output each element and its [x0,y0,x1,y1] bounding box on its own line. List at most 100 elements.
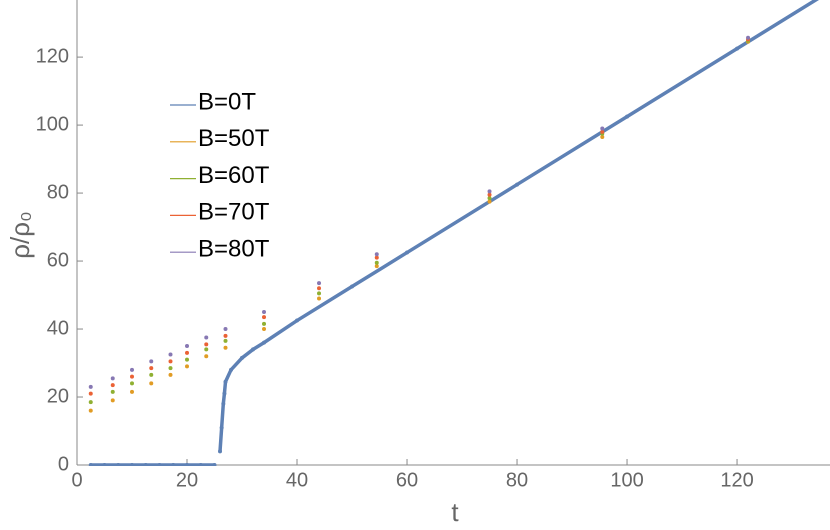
data-point [487,199,492,204]
data-point [295,318,300,323]
data-point [223,327,228,332]
legend-label: B=50T [198,125,270,152]
data-point [515,182,520,187]
data-point [185,357,190,362]
data-point [223,345,228,350]
x-tick-label: 60 [396,469,418,491]
x-tick-label: 100 [610,469,643,491]
data-point [240,355,245,360]
data-point [600,126,605,131]
data-point [600,134,605,139]
series-line [90,0,820,466]
data-point [317,296,322,301]
data-point [149,381,154,386]
y-tick-label: 20 [47,385,69,407]
data-point [204,335,209,340]
data-point [116,463,121,466]
x-tick-label: 0 [71,469,82,491]
data-point [143,463,148,466]
legend-label: B=60T [198,162,270,189]
data-point [130,367,135,372]
data-point [88,384,93,389]
data-point [110,389,115,394]
data-point [110,398,115,403]
data-point [374,252,379,257]
data-point [168,372,173,377]
data-point [262,315,267,320]
data-point [204,342,209,347]
data-point [168,359,173,364]
data-point [251,347,256,352]
data-point [735,46,740,51]
data-point [149,359,154,364]
x-tick-label: 120 [720,469,753,491]
data-point [204,347,209,352]
data-point [204,354,209,359]
data-point [130,463,135,466]
data-point [219,425,224,430]
data-point [262,340,267,345]
data-point [625,114,630,119]
data-point [222,391,227,396]
data-point [212,463,217,466]
x-tick-label: 80 [506,469,528,491]
x-axis-label: t [451,497,459,527]
data-point [262,310,267,315]
data-point [168,366,173,371]
plot-area [88,0,820,466]
y-tick-label: 120 [36,45,69,67]
data-point [171,463,176,466]
data-point [746,35,751,40]
data-point [223,379,228,384]
data-point [198,463,203,466]
data-point [110,383,115,388]
x-tick-label: 40 [286,469,308,491]
data-point [317,281,322,286]
data-point [229,367,234,372]
legend-label: B=0T [198,88,256,115]
data-point [223,333,228,338]
y-axis-label: ρ/ρ₀ [5,211,35,259]
data-point [185,344,190,349]
data-point [185,350,190,355]
data-point [374,255,379,260]
data-point [317,291,322,296]
data-point [317,286,322,291]
data-point [487,189,492,194]
data-point [157,463,162,466]
data-point [487,196,492,201]
data-point [374,260,379,265]
x-tick-label: 20 [176,469,198,491]
data-point [88,463,93,466]
y-tick-label: 0 [58,453,69,475]
data-point [185,364,190,369]
data-point [149,372,154,377]
data-point [88,391,93,396]
data-point [221,401,226,406]
data-point [185,463,190,466]
data-point [218,449,223,454]
data-point [110,376,115,381]
data-point [88,400,93,405]
data-point [149,366,154,371]
legend-label: B=70T [198,199,270,226]
data-point [262,327,267,332]
y-tick-label: 100 [36,113,69,135]
data-point [487,192,492,197]
data-point [130,374,135,379]
data-point [350,284,355,289]
y-tick-label: 80 [47,181,69,203]
y-tick-label: 40 [47,317,69,339]
data-point [130,381,135,386]
data-point [374,264,379,269]
data-point [405,250,410,255]
data-point [262,321,267,326]
data-point [168,352,173,357]
y-tick-label: 60 [47,249,69,271]
data-point [88,408,93,413]
data-point [130,389,135,394]
data-point [223,338,228,343]
data-point [102,463,107,466]
legend-label: B=80T [198,236,270,263]
